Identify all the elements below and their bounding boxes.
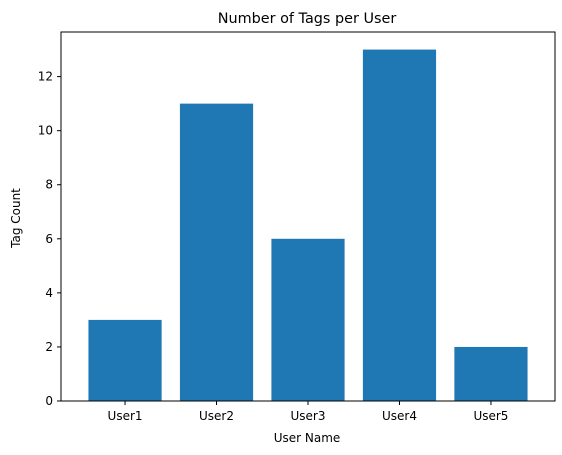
x-tick-label: User2 [199,409,234,423]
bars-group [88,49,528,401]
bar-user2 [179,103,254,401]
y-axis-label: Tag Count [9,188,23,249]
y-tick-label: 10 [38,124,53,138]
y-axis-ticks: 0 2 4 6 8 10 12 [38,70,61,408]
y-tick-label: 4 [45,286,53,300]
x-tick-label: User1 [108,409,143,423]
x-axis-label: User Name [274,431,341,445]
bar-user3 [271,238,345,401]
y-tick-label: 0 [45,394,53,408]
chart-title: Number of Tags per User [218,11,397,27]
x-tick-label: User4 [382,409,417,423]
x-axis-ticks: User1 User2 User3 User4 User5 [108,401,508,423]
plot-area: 0 2 4 6 8 10 12 User1 User2 User3 User4 User5 [38,31,556,423]
y-tick-label: 2 [45,340,53,354]
bar-user4 [362,49,437,401]
bar-user1 [88,319,162,401]
y-tick-label: 6 [45,232,53,246]
y-tick-label: 8 [45,178,53,192]
x-tick-label: User5 [473,409,508,423]
y-tick-label: 12 [38,70,53,84]
bar-user5 [454,346,528,401]
plot-frame [60,31,556,402]
x-tick-label: User3 [291,409,326,423]
